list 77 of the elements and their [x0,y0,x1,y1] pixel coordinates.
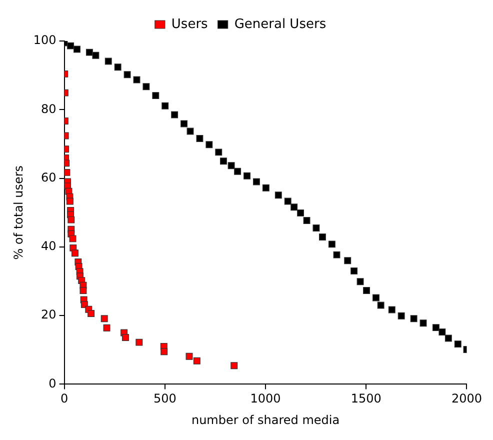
point [74,46,80,53]
point [297,209,304,216]
point [71,250,78,257]
point [180,120,188,128]
point [444,334,452,342]
point [64,168,70,176]
point [262,184,270,192]
point [215,148,222,156]
x-tick-label: 0 [60,392,68,406]
point [356,278,364,286]
point [454,340,462,348]
x-tick-label: 1500 [350,392,382,406]
point [244,172,250,180]
point [274,192,282,199]
y-axis-title: % of total users [11,165,26,260]
point [114,64,122,71]
y-tick-label: 40 [41,239,56,254]
point [372,294,380,302]
point [234,168,242,175]
point [398,312,405,320]
x-tick-label: 2000 [451,392,482,406]
point [206,141,213,148]
x-tick-label: 1000 [250,392,281,406]
point [92,52,100,59]
point [312,224,320,232]
y-tick-label: 80 [41,102,56,116]
point [160,348,168,356]
point [122,334,129,342]
point [68,216,75,224]
point [124,71,131,78]
point [186,128,194,135]
point [284,198,292,205]
point [67,42,74,50]
point [230,362,238,370]
point [410,315,418,322]
point [162,102,169,110]
point [333,251,340,258]
point [136,338,143,346]
point [344,257,352,264]
y-tick-label: 100 [33,33,56,48]
point [303,217,310,224]
point [88,310,95,317]
point [193,357,200,364]
point [80,287,87,294]
point [69,235,76,242]
x-tick-label: 500 [153,392,176,406]
y-tick-label: 20 [41,308,56,322]
point [152,92,160,100]
point [100,315,108,322]
legend-label: General Users [234,16,326,32]
point [104,58,112,65]
point [171,111,178,118]
point [186,352,193,360]
point [133,76,140,84]
point [432,324,440,332]
point [64,160,70,167]
point [228,162,235,170]
y-tick-label: 0 [48,376,56,390]
point [220,158,227,165]
point [66,198,74,205]
point [290,204,298,211]
point [318,233,326,240]
point [438,328,446,336]
point [142,83,150,90]
x-axis-title: number of shared media [191,412,340,427]
point [103,324,110,332]
point [420,320,427,327]
point [86,48,93,56]
y-tick-label: 60 [41,170,56,184]
point [363,287,370,294]
point [252,178,260,186]
legend-label: Users [171,16,208,32]
point [350,267,358,274]
point [196,134,204,142]
point [328,240,336,248]
point [377,302,384,309]
point [388,306,396,314]
